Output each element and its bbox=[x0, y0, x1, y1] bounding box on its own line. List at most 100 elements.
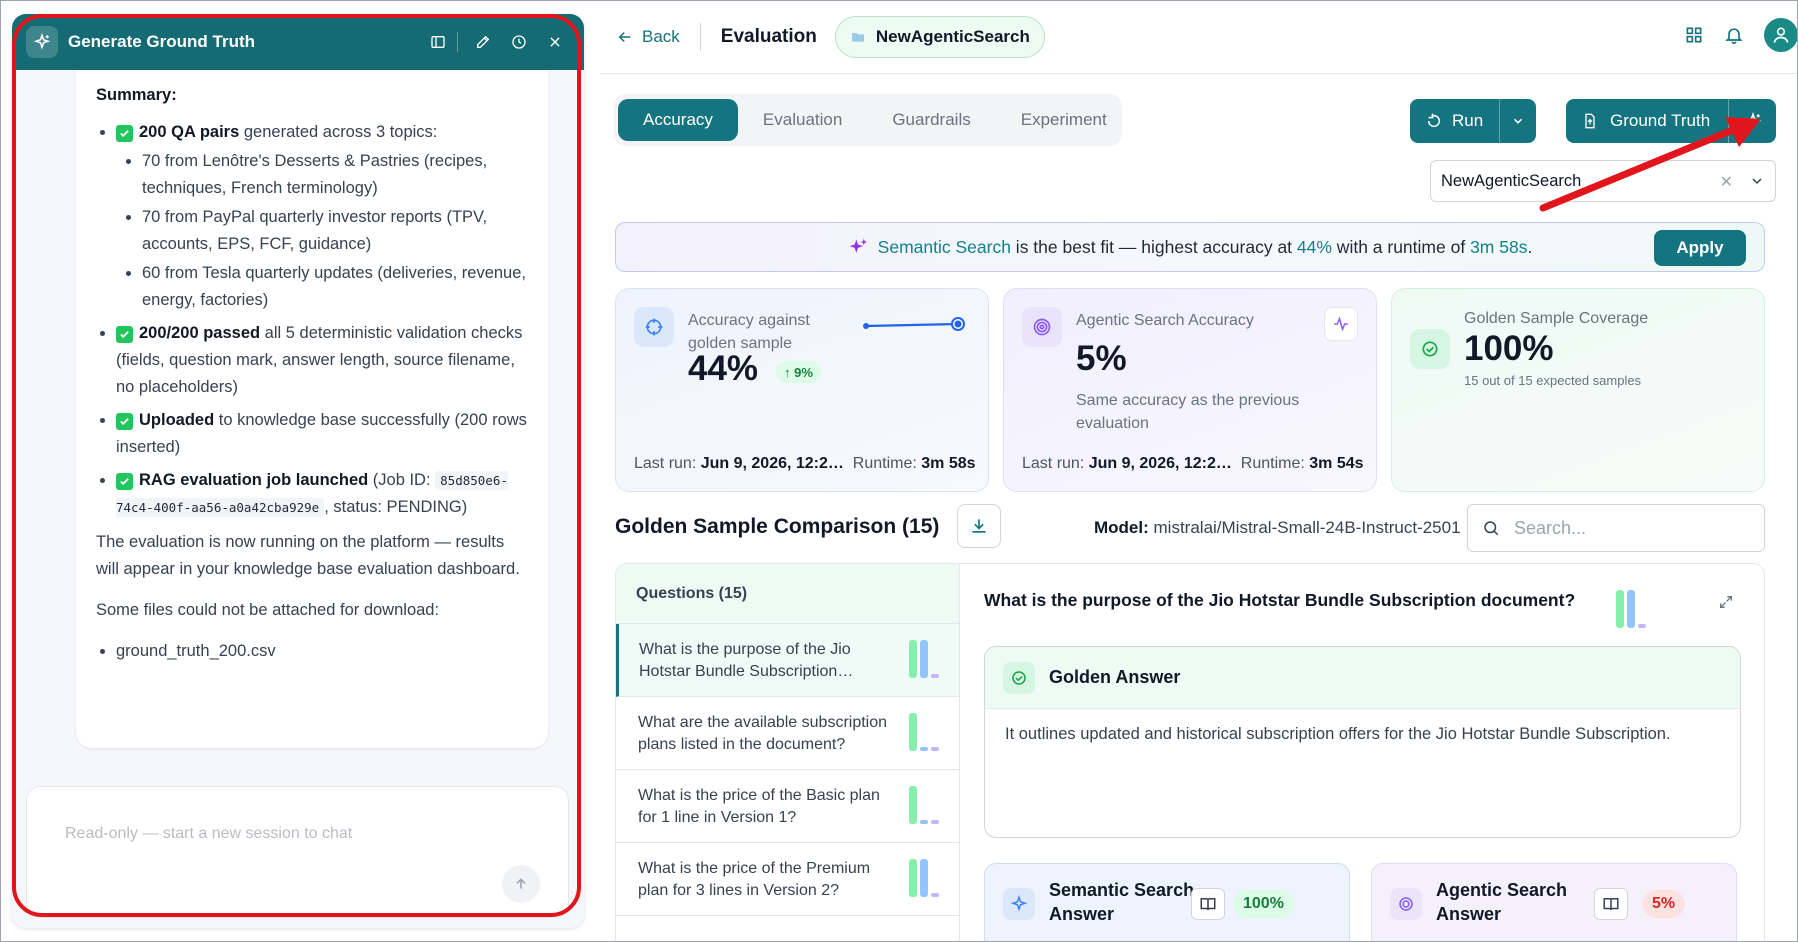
close-icon[interactable] bbox=[540, 27, 570, 57]
check-icon bbox=[116, 473, 133, 490]
tab-evaluation[interactable]: Evaluation bbox=[762, 110, 843, 129]
agentic-bar bbox=[1638, 624, 1646, 628]
list-item: RAG evaluation job launched (Job ID: 85d… bbox=[116, 467, 528, 521]
page-title: Evaluation bbox=[720, 25, 817, 47]
coverage-card: Golden Sample Coverage 100% 15 out of 15… bbox=[1391, 288, 1765, 492]
comparison-panel: Questions (15) What is the purpose of th… bbox=[615, 563, 1765, 942]
tab-experiment[interactable]: Experiment bbox=[1020, 110, 1107, 129]
message-paragraph: The evaluation is now running on the pla… bbox=[96, 533, 520, 578]
comparison-title: Golden Sample Comparison (15) bbox=[615, 515, 940, 538]
golden-bar bbox=[909, 640, 917, 678]
search-box bbox=[1467, 504, 1765, 552]
best-method: Semantic Search bbox=[877, 236, 1011, 257]
download-icon bbox=[972, 519, 986, 533]
ground-truth-button[interactable]: Ground Truth bbox=[1566, 99, 1728, 143]
chat-panel: Generate Ground Truth Summary: 200 QA pa… bbox=[12, 14, 584, 928]
list-item: 70 from Lenôtre's Desserts & Pastries (r… bbox=[142, 148, 528, 202]
apply-button[interactable]: Apply bbox=[1654, 230, 1746, 266]
refresh-icon bbox=[1427, 113, 1441, 128]
chevron-down-icon bbox=[1514, 118, 1523, 124]
question-item[interactable]: What is the price of the Premium plan fo… bbox=[616, 843, 959, 916]
back-button[interactable]: Back bbox=[616, 27, 680, 47]
score-bars bbox=[909, 859, 939, 897]
model-label: Model: mistralai/Mistral-Small-24B-Instr… bbox=[1094, 518, 1461, 537]
accuracy-delta-badge: ↑ 9% bbox=[776, 361, 821, 383]
radar-icon bbox=[1022, 307, 1062, 347]
chat-input[interactable]: Read-only — start a new session to chat bbox=[26, 786, 569, 918]
score-bars bbox=[909, 640, 939, 678]
run-options-button[interactable] bbox=[1499, 99, 1536, 143]
agentic-answer-card: Agentic Search Answer 5% bbox=[1371, 863, 1737, 942]
golden-answer-text: It outlines updated and historical subsc… bbox=[1005, 725, 1671, 743]
search-input[interactable] bbox=[1514, 517, 1734, 539]
summary-heading: Summary: bbox=[96, 86, 177, 104]
list-item: 200 QA pairs generated across 3 topics: … bbox=[116, 119, 528, 314]
activity-icon[interactable] bbox=[1324, 307, 1358, 341]
list-item: 200/200 passed all 5 deterministic valid… bbox=[116, 320, 528, 401]
tab-bar: Accuracy Evaluation Guardrails Experimen… bbox=[614, 94, 1122, 146]
agentic-bar bbox=[931, 747, 939, 751]
arrow-left-icon bbox=[618, 31, 631, 42]
collection-select[interactable]: NewAgenticSearch ✕ bbox=[1430, 160, 1776, 202]
chat-input-placeholder: Read-only — start a new session to chat bbox=[65, 825, 353, 842]
expand-icon[interactable] bbox=[1718, 594, 1734, 610]
check-circle-icon bbox=[1003, 661, 1035, 694]
questions-header: Questions (15) bbox=[616, 564, 959, 624]
check-icon bbox=[116, 125, 133, 142]
user-icon bbox=[1773, 27, 1789, 43]
project-chip[interactable]: NewAgenticSearch bbox=[834, 15, 1045, 58]
semantic-score-badge: 100% bbox=[1233, 890, 1294, 918]
book-icon[interactable] bbox=[1191, 888, 1225, 920]
assistant-message: Summary: 200 QA pairs generated across 3… bbox=[76, 70, 548, 748]
agentic-bar bbox=[931, 893, 939, 897]
folder-icon bbox=[851, 32, 864, 42]
accuracy-value: 44% bbox=[688, 349, 759, 388]
golden-answer-label: Golden Answer bbox=[1049, 667, 1181, 687]
run-button[interactable]: Run bbox=[1410, 99, 1499, 143]
question-list: Questions (15) What is the purpose of th… bbox=[616, 564, 960, 942]
chat-header: Generate Ground Truth bbox=[12, 14, 584, 70]
check-circle-icon bbox=[1410, 329, 1450, 369]
target-icon bbox=[634, 307, 674, 347]
agentic-note: Same accuracy as the previous evaluation bbox=[1076, 392, 1300, 432]
top-bar: Back Evaluation NewAgenticSearch bbox=[600, 0, 1798, 74]
download-button[interactable] bbox=[957, 504, 1001, 548]
apps-grid-icon[interactable] bbox=[1684, 25, 1704, 45]
semantic-bar bbox=[920, 640, 928, 678]
question-item[interactable]: What is the price of the Basic plan for … bbox=[616, 770, 959, 843]
list-item: 60 from Tesla quarterly updates (deliver… bbox=[142, 260, 528, 314]
agentic-score-badge: 5% bbox=[1642, 890, 1686, 918]
bell-icon[interactable] bbox=[1724, 25, 1744, 45]
chevron-down-icon bbox=[1752, 178, 1762, 185]
ground-truth-button-group: Ground Truth bbox=[1566, 99, 1776, 143]
agentic-bar bbox=[931, 674, 939, 678]
list-item: Uploaded to knowledge base successfully … bbox=[116, 407, 528, 461]
golden-answer-card: Golden Answer It outlines updated and hi… bbox=[984, 646, 1741, 838]
question-item[interactable]: What are the available subscription plan… bbox=[616, 697, 959, 770]
golden-bar bbox=[1616, 590, 1624, 628]
score-bars bbox=[909, 786, 939, 824]
agentic-accuracy-card: Agentic Search Accuracy 5% Same accuracy… bbox=[1003, 288, 1377, 492]
agentic-accuracy-value: 5% bbox=[1076, 339, 1127, 378]
chat-title: Generate Ground Truth bbox=[68, 32, 256, 51]
history-icon[interactable] bbox=[504, 27, 534, 57]
generate-ground-truth-button[interactable] bbox=[1728, 99, 1776, 143]
best-accuracy: 44% bbox=[1296, 236, 1332, 257]
tab-guardrails[interactable]: Guardrails bbox=[892, 110, 971, 129]
accuracy-card: Accuracy against golden sample 44% ↑ 9% L… bbox=[615, 288, 989, 492]
score-bars bbox=[1616, 590, 1646, 628]
tab-accuracy[interactable]: Accuracy bbox=[618, 99, 738, 141]
new-chat-icon[interactable] bbox=[468, 27, 498, 57]
book-icon[interactable] bbox=[1594, 888, 1628, 920]
question-item[interactable]: What is the purpose of the Jio Hotstar B… bbox=[616, 624, 959, 697]
clear-icon[interactable]: ✕ bbox=[1719, 174, 1733, 191]
list-item: 70 from PayPal quarterly investor report… bbox=[142, 204, 528, 258]
sidebar-toggle-icon[interactable] bbox=[423, 27, 453, 57]
question-detail: What is the purpose of the Jio Hotstar B… bbox=[960, 564, 1764, 942]
files-note: Some files could not be attached for dow… bbox=[96, 601, 440, 619]
semantic-bar bbox=[920, 820, 928, 824]
send-button[interactable] bbox=[502, 865, 540, 903]
run-button-group: Run bbox=[1410, 99, 1536, 143]
radar-icon bbox=[1390, 888, 1422, 920]
avatar[interactable] bbox=[1764, 18, 1798, 52]
